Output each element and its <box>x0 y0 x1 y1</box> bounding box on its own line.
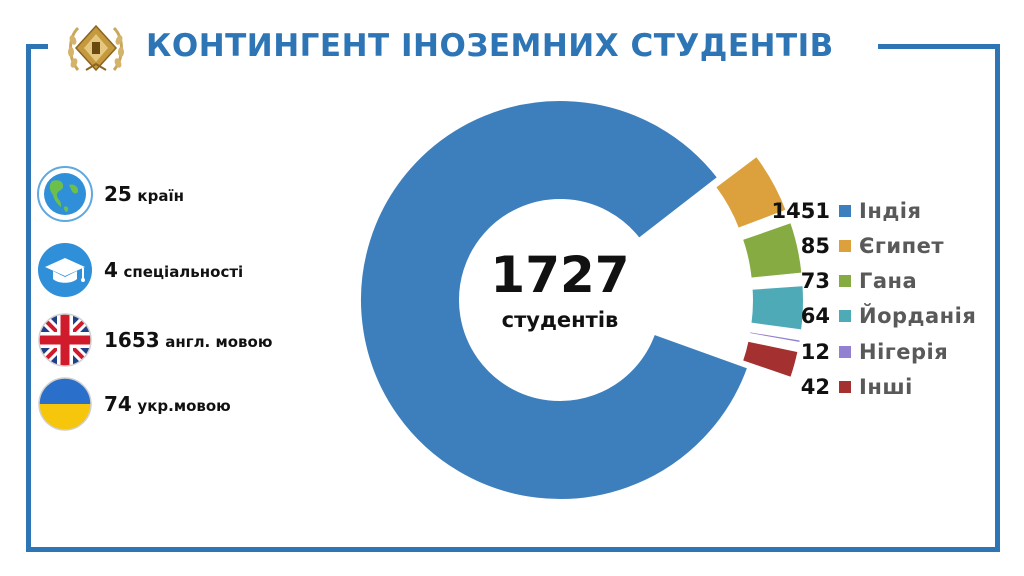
page-title: КОНТИНГЕНТ ІНОЗЕМНИХ СТУДЕНТІВ <box>146 28 834 64</box>
globe-icon <box>37 166 93 222</box>
stat-countries-number: 25 <box>104 182 132 206</box>
stat-ukrainian: 74 укр.мовою <box>36 374 231 434</box>
slice-єгипет <box>713 154 789 231</box>
data-label-інші: 42 <box>800 375 830 399</box>
stat-ukrainian-number: 74 <box>104 392 132 416</box>
legend-item-йорданія: 64 Йорданія <box>760 301 976 331</box>
frame-bottom <box>26 547 1000 552</box>
ukraine-flag-icon <box>38 377 92 431</box>
stat-ukrainian-label: укр.мовою <box>137 397 231 415</box>
legend-item-гана: 73 Гана <box>760 266 917 296</box>
frame-top-right <box>878 44 1000 49</box>
legend-item-індія: 1451 Індія <box>760 196 921 226</box>
stat-specialties: 4 спеціальності <box>36 240 243 300</box>
legend-label-нігерія: Нігерія <box>859 340 949 364</box>
stat-countries-label: країн <box>137 187 184 205</box>
frame-top-left <box>26 44 48 49</box>
data-label-індія: 1451 <box>771 199 830 223</box>
slice-гана <box>740 220 804 280</box>
legend-swatch <box>839 240 851 252</box>
data-label-йорданія: 64 <box>800 304 830 328</box>
stat-english: 1653 англ. мовою <box>36 310 272 370</box>
legend-swatch <box>839 275 851 287</box>
legend-swatch <box>839 310 851 322</box>
stat-countries: 25 країн <box>36 164 184 224</box>
total-students-number: 1727 <box>490 246 630 304</box>
university-emblem-icon <box>68 24 124 72</box>
frame-right <box>995 44 1000 552</box>
stat-english-number: 1653 <box>104 328 160 352</box>
data-label-нігерія: 12 <box>800 340 830 364</box>
data-label-гана: 73 <box>800 269 830 293</box>
legend-swatch <box>839 381 851 393</box>
stat-english-label: англ. мовою <box>165 333 273 351</box>
stat-specialties-label: спеціальності <box>123 263 244 281</box>
data-label-єгипет: 85 <box>800 234 830 258</box>
slice-інші <box>740 339 800 380</box>
uk-flag-icon <box>38 313 92 367</box>
legend-label-індія: Індія <box>859 199 922 223</box>
legend-item-нігерія: 12 Нігерія <box>760 337 948 367</box>
legend-item-інші: 42 Інші <box>760 372 913 402</box>
legend-label-гана: Гана <box>859 269 918 293</box>
slice-нігерія <box>747 330 802 345</box>
legend-item-єгипет: 85 Єгипет <box>760 231 944 261</box>
legend-label-інші: Інші <box>859 375 913 399</box>
legend-swatch <box>839 346 851 358</box>
legend-label-єгипет: Єгипет <box>859 234 945 258</box>
legend-swatch <box>839 205 851 217</box>
graduation-cap-icon <box>38 243 92 297</box>
slice-йорданія <box>749 284 805 332</box>
stat-specialties-number: 4 <box>104 258 118 282</box>
frame-left <box>26 44 31 552</box>
slice-індія <box>359 99 750 501</box>
total-students-label: студентів <box>501 308 619 332</box>
legend-label-йорданія: Йорданія <box>859 304 977 328</box>
